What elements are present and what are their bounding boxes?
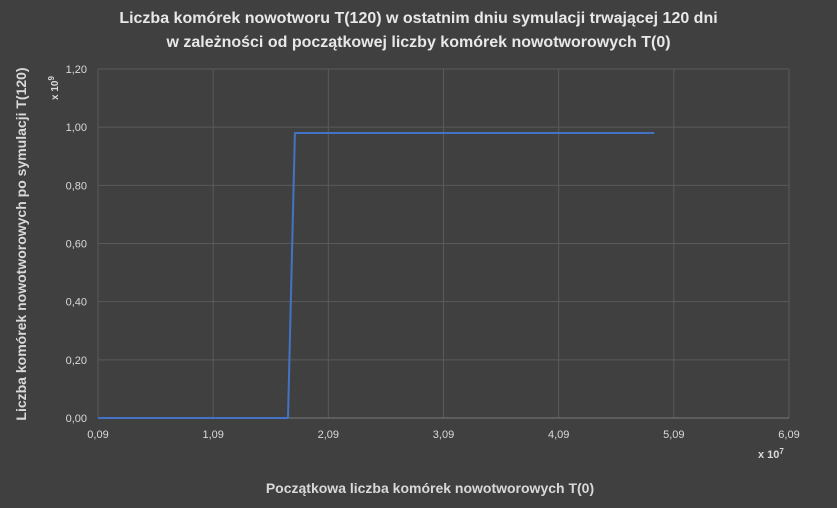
x-tick-label: 1,09 — [202, 429, 223, 441]
y-tick-label: 0,80 — [66, 180, 87, 192]
y-tick-label: 0,20 — [66, 355, 87, 367]
y-tick-label: 1,20 — [66, 64, 87, 76]
x-tick-label: 0,09 — [87, 429, 108, 441]
x-scale-label: x 107 — [758, 447, 784, 461]
x-scale-exponent: 7 — [779, 447, 784, 456]
x-tick-labels: 0,09 1,09 2,09 3,09 4,09 5,09 6,09 — [87, 429, 799, 441]
y-tick-label: 0,40 — [66, 297, 87, 309]
x-tick-label: 4,09 — [548, 429, 569, 441]
y-tick-label: 0,00 — [66, 413, 87, 425]
x-tick-label: 5,09 — [663, 429, 684, 441]
x-axis-label: Początkowa liczba komórek nowotworowych … — [265, 480, 595, 496]
chart-title-line-1: Liczba komórek nowotworu T(120) w ostatn… — [119, 10, 718, 27]
grid-lines — [97, 68, 790, 418]
series-group — [98, 132, 655, 419]
x-tick-label: 3,09 — [433, 429, 454, 441]
y-tick-labels: 0,00 0,20 0,40 0,60 0,80 1,00 1,20 — [66, 64, 87, 425]
y-tick-label: 0,60 — [66, 239, 87, 251]
y-scale-exponent: 9 — [47, 76, 56, 81]
x-tick-label: 6,09 — [778, 429, 799, 441]
series-line — [98, 132, 655, 419]
y-tick-label: 1,00 — [66, 122, 87, 134]
y-scale-label: x 109 — [47, 76, 61, 100]
chart-title-line-2: w zależności od początkowej liczby komór… — [166, 34, 671, 51]
x-tick-label: 2,09 — [318, 429, 339, 441]
